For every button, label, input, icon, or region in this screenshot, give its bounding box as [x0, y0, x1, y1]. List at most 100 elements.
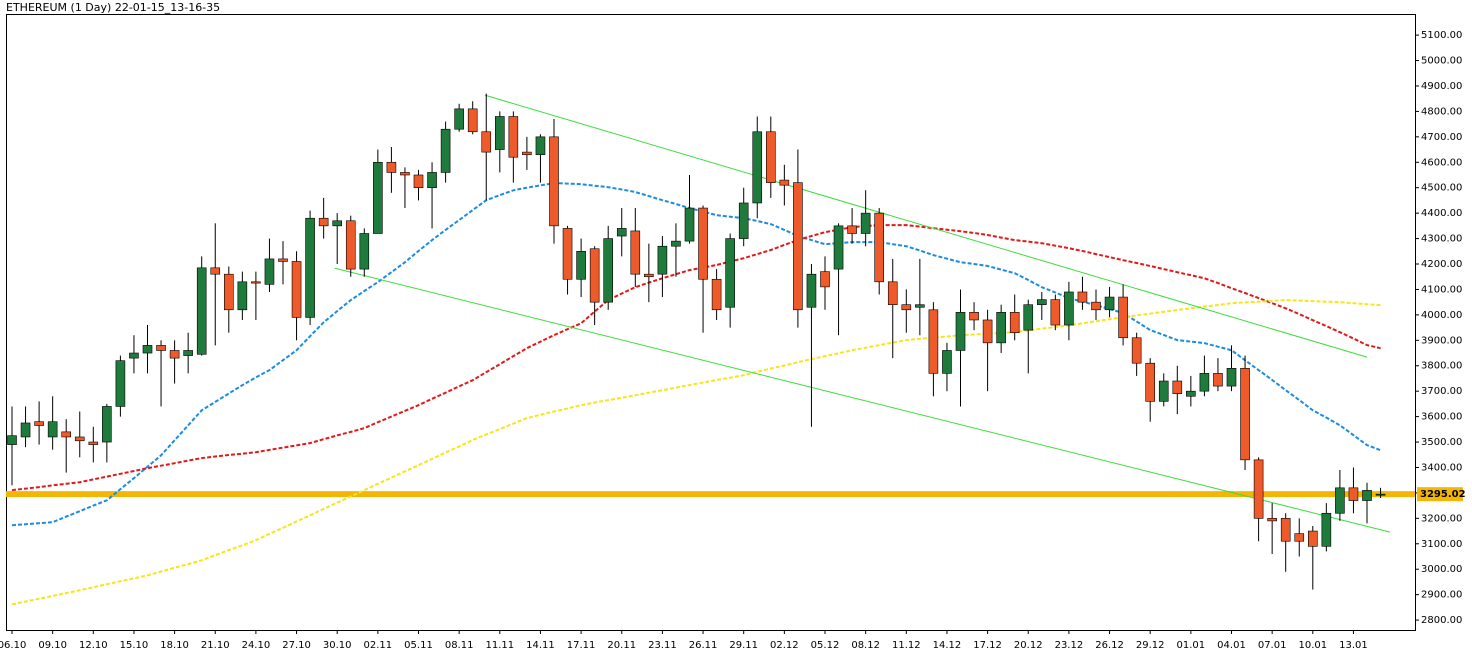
candle-body: [1253, 459, 1264, 519]
candle-body: [264, 258, 275, 285]
y-tick-label: 3700.00: [1421, 386, 1462, 397]
y-tick-label: 3900.00: [1421, 335, 1462, 346]
candle-body: [793, 182, 803, 311]
y-tick-label: 3500.00: [1421, 437, 1462, 448]
x-tick-label: 05.12: [811, 640, 840, 651]
x-tick-label: 09.10: [38, 640, 67, 651]
candle-body: [7, 435, 17, 445]
candle-body: [887, 281, 898, 306]
x-tick-label: 27.10: [282, 640, 311, 651]
candle-body: [1104, 296, 1115, 311]
candle-body: [562, 228, 573, 280]
y-tick-label: 4800.00: [1421, 106, 1462, 117]
candle-body: [969, 312, 979, 321]
candle-body: [1050, 299, 1061, 326]
x-tick-label: 20.11: [607, 640, 636, 651]
x-tick-label: 06.10: [0, 640, 26, 651]
candle-body: [413, 174, 424, 189]
candle-body: [901, 304, 912, 311]
candle-body: [237, 281, 248, 311]
candle-body: [752, 131, 763, 204]
y-tick-label: 4100.00: [1421, 284, 1462, 295]
candle-body: [1335, 487, 1345, 514]
candle-body: [74, 436, 85, 442]
candle-body: [806, 273, 817, 308]
candle-body: [1375, 493, 1386, 496]
candle-body: [1064, 291, 1074, 326]
candle-body: [494, 116, 505, 150]
x-tick-label: 04.01: [1217, 640, 1246, 651]
candle-body: [603, 238, 614, 303]
y-tick-label: 3800.00: [1421, 361, 1462, 372]
candle-body: [549, 136, 559, 227]
x-tick-label: 14.11: [526, 640, 555, 651]
x-tick-label: 11.12: [892, 640, 921, 651]
x-tick-label: 23.12: [1055, 640, 1084, 651]
candle-body: [1172, 380, 1183, 395]
y-tick-label: 3400.00: [1421, 462, 1462, 473]
candle-body: [955, 312, 966, 351]
candle-body: [183, 350, 193, 356]
candle-body: [169, 350, 180, 359]
candle-body: [1091, 301, 1101, 311]
y-tick-label: 2800.00: [1421, 615, 1462, 626]
candle-body: [427, 172, 437, 189]
candle-body: [1267, 518, 1277, 522]
candle-body: [630, 230, 641, 275]
candle-body: [725, 238, 735, 308]
candle-body: [1037, 299, 1047, 306]
candle-body: [765, 131, 776, 183]
x-tick-label: 07.01: [1258, 640, 1287, 651]
y-tick-label: 4700.00: [1421, 132, 1462, 143]
candle-body: [671, 240, 681, 247]
candle-body: [522, 151, 532, 155]
candle-body: [1294, 533, 1305, 542]
x-tick-label: 08.11: [445, 640, 474, 651]
candle-body: [1280, 518, 1291, 542]
candle-body: [711, 278, 722, 311]
x-tick-label: 20.12: [1014, 640, 1043, 651]
x-tick-label: 21.10: [201, 640, 230, 651]
candle-body: [1145, 362, 1155, 402]
candle-body: [847, 225, 857, 234]
y-tick-label: 4300.00: [1421, 234, 1462, 245]
candle-body: [657, 245, 668, 275]
x-tick-label: 15.10: [120, 640, 149, 651]
candle-body: [291, 261, 302, 318]
y-tick-label: 5100.00: [1421, 30, 1462, 41]
candle-body: [467, 108, 478, 133]
candle-body: [278, 258, 288, 262]
x-tick-label: 01.01: [1177, 640, 1206, 651]
candle-body: [860, 212, 871, 234]
moving-average: [11, 224, 1381, 492]
candle-body: [508, 116, 519, 158]
y-tick-label: 3600.00: [1421, 412, 1462, 423]
y-tick-label: 3000.00: [1421, 564, 1462, 575]
x-tick-label: 11.11: [485, 640, 514, 651]
candle-body: [359, 233, 370, 270]
candle-body: [589, 248, 600, 303]
candle-body: [820, 271, 830, 288]
candle-body: [47, 421, 58, 438]
plot-frame: [6, 14, 1416, 631]
candle-body: [332, 220, 343, 227]
candle-body: [156, 345, 166, 351]
candle-body: [129, 352, 139, 359]
candle-body: [196, 267, 207, 355]
candle-body: [1226, 367, 1237, 387]
candle-body: [684, 207, 695, 242]
candle-body: [224, 273, 234, 311]
x-tick-label: 23.11: [648, 640, 677, 651]
candle-body: [1321, 512, 1332, 547]
trendline: [334, 267, 1391, 533]
x-tick-label: 26.12: [1095, 640, 1124, 651]
candle-body: [874, 212, 885, 283]
candle-body: [1348, 487, 1359, 501]
candle-body: [942, 350, 952, 374]
candle-body: [34, 421, 44, 426]
y-tick-label: 4000.00: [1421, 310, 1462, 321]
candle-body: [400, 172, 410, 176]
trendline: [484, 94, 1368, 358]
y-tick-label: 3200.00: [1421, 513, 1462, 524]
